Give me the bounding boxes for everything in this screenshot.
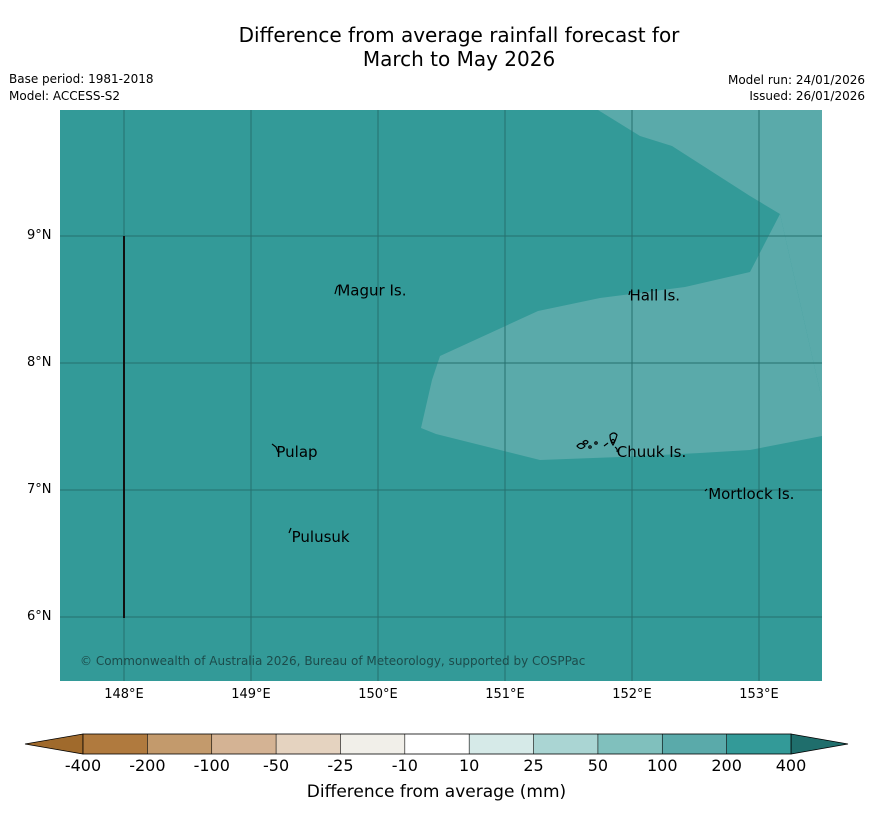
title-line-2: March to May 2026	[362, 47, 556, 71]
colorbar-swatch	[340, 734, 405, 754]
colorbar-tick-label: 10	[458, 756, 480, 775]
longitude-label: 148°E	[104, 687, 144, 702]
model-run: Model run: 24/01/2026	[727, 73, 865, 87]
latitude-label: 8°N	[27, 355, 52, 370]
anomaly-region-central	[421, 214, 822, 460]
colorbar-swatch	[533, 734, 598, 754]
colorbar-swatch	[147, 734, 212, 754]
magur-island-shape	[334, 284, 340, 295]
latitude-label: 6°N	[27, 609, 52, 624]
pulusuk-island-shape	[288, 527, 292, 534]
colorbar-title: Difference from average (mm)	[306, 782, 567, 802]
colorbar-swatch	[211, 734, 277, 754]
place-label: Pulusuk	[292, 528, 350, 546]
colorbar-swatch	[726, 734, 791, 754]
longitude-label: 152°E	[612, 687, 652, 702]
colorbar-tick-label: -200	[129, 756, 166, 775]
colorbar-extend-low	[24, 733, 84, 755]
longitude-label: 153°E	[739, 687, 779, 702]
issued-date: Issued: 26/01/2026	[749, 89, 865, 103]
colorbar-tick-label: 200	[711, 756, 742, 775]
colorbar-swatch	[469, 734, 534, 754]
anomaly-region-northeast	[598, 110, 822, 400]
colorbar-swatch	[662, 734, 727, 754]
colorbar-tick-label: -50	[263, 756, 290, 775]
longitude-label: 150°E	[358, 687, 398, 702]
colorbar-swatch	[83, 734, 148, 754]
colorbar-tick-label: -25	[327, 756, 354, 775]
latitude-label: 9°N	[27, 228, 52, 243]
latitude-label: 7°N	[27, 482, 52, 497]
chuuk-island-shapes	[576, 432, 618, 453]
place-label: Magur Is.	[337, 282, 406, 300]
copyright-text: © Commonwealth of Australia 2026, Bureau…	[80, 654, 585, 668]
colorbar-tick-label: 25	[523, 756, 544, 775]
place-label: Hall Is.	[629, 287, 680, 305]
hall-island-shape	[628, 290, 631, 296]
colorbar-swatch	[404, 734, 470, 754]
colorbar-frame	[82, 733, 792, 755]
colorbar-tick-label: 400	[775, 756, 807, 775]
mortlock-island-shape	[704, 488, 708, 492]
pulap-island-shape	[271, 443, 279, 453]
colorbar	[24, 733, 849, 755]
place-label: Mortlock Is.	[708, 485, 794, 503]
colorbar-tick-label: -10	[391, 756, 418, 775]
colorbar-tick-label: 50	[587, 756, 609, 775]
colorbar-tick-label: -400	[64, 756, 102, 775]
colorbar-extend-high	[790, 733, 849, 755]
place-label: Chuuk Is.	[617, 443, 686, 461]
colorbar-tick-label: 100	[646, 756, 678, 775]
colorbar-swatch	[597, 734, 663, 754]
longitude-label: 151°E	[485, 687, 525, 702]
model-name: Model: ACCESS-S2	[9, 89, 121, 103]
colorbar-swatch	[276, 734, 341, 754]
base-period: Base period: 1981-2018	[9, 72, 154, 86]
longitude-label: 149°E	[231, 687, 271, 702]
title-line-1: Difference from average rainfall forecas…	[238, 23, 680, 47]
place-label: Pulap	[276, 443, 317, 461]
island-outlines	[271, 284, 708, 534]
colorbar-tick-label: -100	[193, 756, 230, 775]
